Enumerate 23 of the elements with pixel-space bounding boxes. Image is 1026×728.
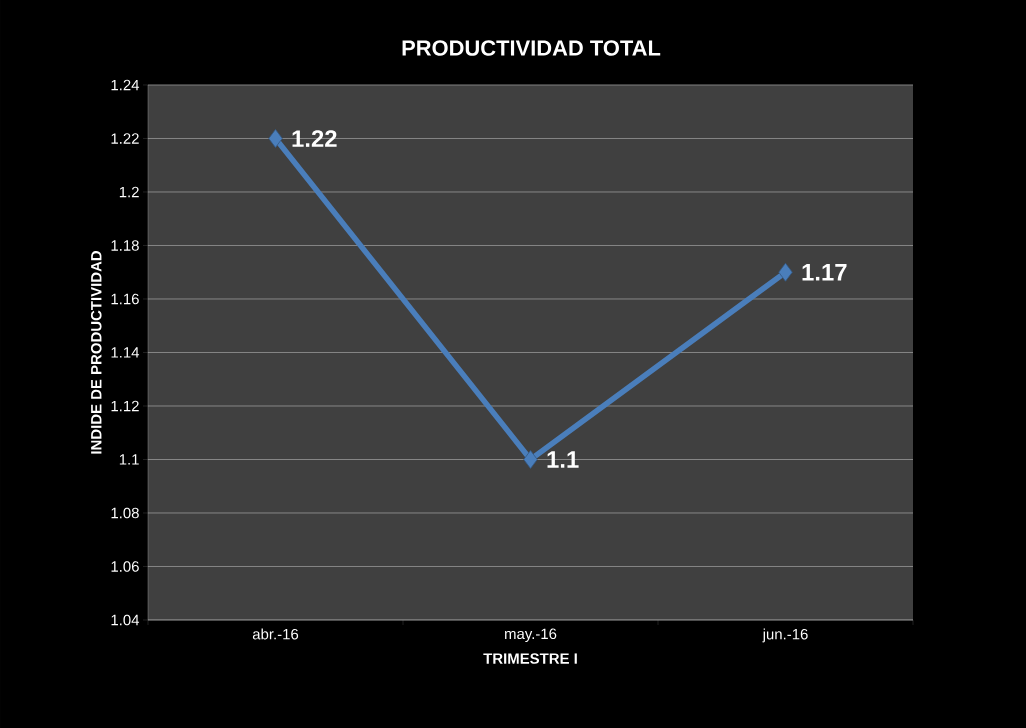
y-tick-label: 1.04 — [111, 614, 140, 626]
point — [523, 450, 538, 469]
y-tick-label: 1.14 — [111, 347, 140, 358]
y-tick-label: 1.2 — [119, 186, 139, 198]
x-tick-label: jun.-16 — [762, 628, 808, 643]
point — [778, 262, 793, 282]
chart-title: PRODUCTIVIDAD TOTAL — [402, 40, 661, 56]
data-label: 1.22 — [292, 130, 337, 147]
point — [268, 129, 283, 148]
data-label: 1.17 — [802, 264, 847, 281]
y-tick-label: 1.1 — [119, 454, 139, 465]
y-tick-label: 1.24 — [111, 79, 140, 91]
y-tick-label: 1.08 — [111, 507, 139, 519]
y-tick-label: 1.16 — [111, 293, 139, 305]
y-tick-label: 1.12 — [111, 400, 139, 412]
x-tick-label: abr.-16 — [252, 628, 299, 640]
y-tick-label: 1.06 — [111, 561, 139, 572]
y-tick-label: 1.22 — [111, 133, 139, 144]
y-axis-title: INDIDE DE PRODUCTIVIDAD — [90, 251, 102, 454]
data-label: 1.1 — [547, 451, 579, 468]
x-axis-title: TRIMESTRE I — [483, 653, 577, 664]
x-tick-label: may.-16 — [505, 628, 557, 643]
y-tick-label: 1.18 — [111, 240, 139, 251]
